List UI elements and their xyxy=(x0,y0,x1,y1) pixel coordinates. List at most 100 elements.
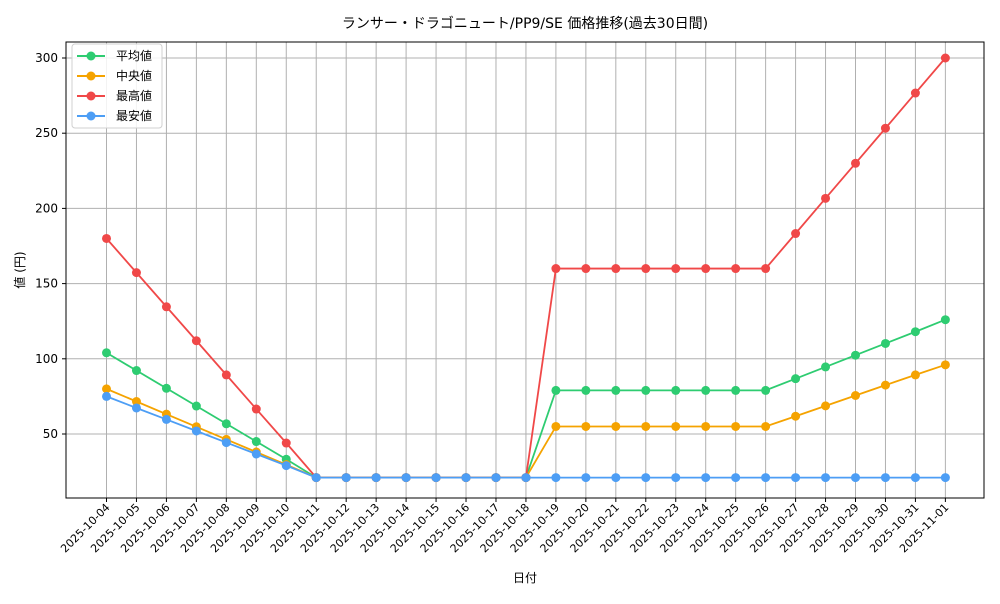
data-point xyxy=(701,473,711,483)
data-point xyxy=(761,421,771,431)
data-point xyxy=(251,404,261,414)
y-tick-label: 50 xyxy=(43,427,58,441)
data-point xyxy=(131,268,141,278)
data-point xyxy=(281,461,291,471)
data-point xyxy=(761,385,771,395)
data-point xyxy=(161,383,171,393)
data-point xyxy=(940,315,950,325)
data-point xyxy=(910,370,920,380)
y-tick-label: 200 xyxy=(35,201,58,215)
data-point xyxy=(671,385,681,395)
data-point xyxy=(371,473,381,483)
data-point xyxy=(940,53,950,63)
data-point xyxy=(641,264,651,274)
data-point xyxy=(821,473,831,483)
data-point xyxy=(581,473,591,483)
legend-marker-icon xyxy=(86,91,96,101)
data-point xyxy=(910,88,920,98)
data-point xyxy=(671,421,681,431)
data-point xyxy=(611,264,621,274)
legend-marker-icon xyxy=(86,51,96,61)
data-point xyxy=(131,366,141,376)
data-point xyxy=(581,421,591,431)
data-point xyxy=(551,421,561,431)
data-point xyxy=(671,264,681,274)
data-point xyxy=(791,473,801,483)
data-point xyxy=(311,473,321,483)
y-tick-label: 150 xyxy=(35,277,58,291)
data-point xyxy=(851,350,860,360)
data-point xyxy=(191,336,201,346)
data-point xyxy=(731,421,741,431)
y-axis-label: 値 (円) xyxy=(12,251,27,288)
data-point xyxy=(761,473,771,483)
data-point xyxy=(551,264,561,274)
data-point xyxy=(701,264,711,274)
data-point xyxy=(611,421,621,431)
data-point xyxy=(791,411,801,421)
data-point xyxy=(821,401,831,411)
x-axis: 2025-10-042025-10-052025-10-062025-10-07… xyxy=(58,498,952,555)
data-point xyxy=(491,473,501,483)
data-point xyxy=(251,437,261,447)
y-tick-label: 250 xyxy=(35,126,58,140)
data-point xyxy=(940,360,950,370)
legend-marker-icon xyxy=(86,111,96,121)
data-point xyxy=(191,401,201,411)
data-point xyxy=(761,264,771,274)
legend-label: 最高値 xyxy=(116,88,152,103)
data-point xyxy=(940,473,950,483)
data-point xyxy=(821,193,831,203)
data-point xyxy=(221,438,231,448)
legend-label: 中央値 xyxy=(116,68,152,83)
data-point xyxy=(701,421,711,431)
data-point xyxy=(821,362,831,372)
data-point xyxy=(641,473,651,483)
data-point xyxy=(731,264,741,274)
data-point xyxy=(701,385,711,395)
data-point xyxy=(102,348,111,358)
data-point xyxy=(671,473,681,483)
data-point xyxy=(131,403,141,413)
y-tick-label: 300 xyxy=(35,51,58,65)
data-point xyxy=(880,338,890,348)
data-point xyxy=(791,229,801,239)
legend-box xyxy=(71,43,163,129)
data-point xyxy=(102,384,111,394)
data-point xyxy=(102,233,111,243)
data-point xyxy=(431,473,441,483)
data-point xyxy=(641,421,651,431)
chart-title: ランサー・ドラゴニュート/PP9/SE 価格推移(過去30日間) xyxy=(342,15,708,32)
data-point xyxy=(791,374,801,384)
data-point xyxy=(731,385,741,395)
series-lines xyxy=(102,53,950,483)
data-point xyxy=(851,158,860,168)
data-point xyxy=(521,473,531,483)
data-point xyxy=(851,473,860,483)
data-point xyxy=(461,473,471,483)
data-point xyxy=(102,391,111,401)
data-point xyxy=(551,473,561,483)
data-point xyxy=(251,449,261,459)
data-point xyxy=(910,327,920,337)
x-axis-label: 日付 xyxy=(513,571,537,585)
data-point xyxy=(880,473,890,483)
data-point xyxy=(611,385,621,395)
data-point xyxy=(880,123,890,133)
data-point xyxy=(581,385,591,395)
data-point xyxy=(581,264,591,274)
legend-marker-icon xyxy=(86,71,96,81)
legend-label: 平均値 xyxy=(116,48,152,63)
data-point xyxy=(851,390,860,400)
data-point xyxy=(401,473,411,483)
data-point xyxy=(161,414,171,424)
y-axis: 50 100 150 200 250 300 xyxy=(35,51,66,441)
data-point xyxy=(191,426,201,436)
legend-label: 最安値 xyxy=(116,108,152,123)
data-point xyxy=(131,397,141,407)
data-point xyxy=(161,302,171,312)
plot-area-frame xyxy=(65,41,985,499)
